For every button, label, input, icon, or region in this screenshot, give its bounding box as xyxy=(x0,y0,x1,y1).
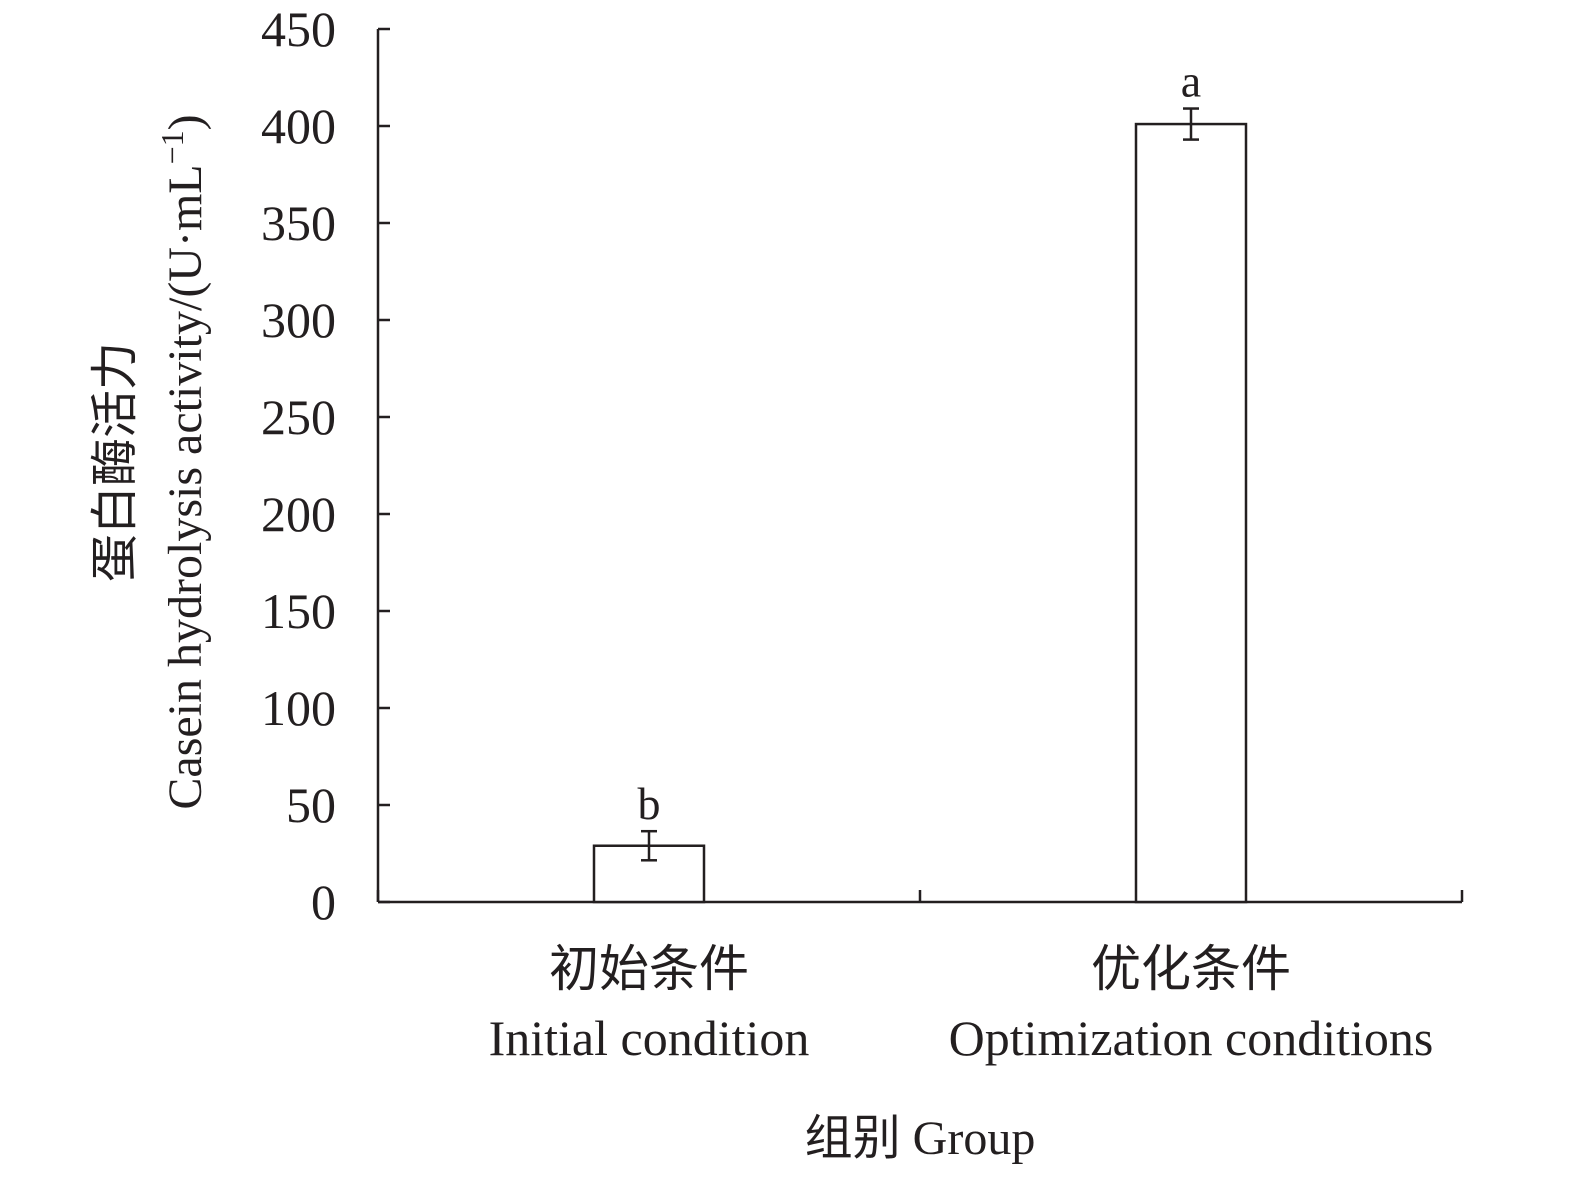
y-tick-label: 200 xyxy=(261,486,336,542)
y-axis-title-superscript: −1 xyxy=(154,130,190,164)
y-axis-title-english: Casein hydrolysis activity/(U·mL−1) xyxy=(154,114,212,809)
y-tick-label: 250 xyxy=(261,389,336,445)
y-tick-label: 50 xyxy=(286,777,336,833)
significance-label: b xyxy=(638,778,661,829)
y-tick-label: 100 xyxy=(261,680,336,736)
x-axis-title: 组别 Group xyxy=(805,1112,1036,1165)
category-label-english: Optimization conditions xyxy=(949,1010,1434,1066)
y-axis-title-chinese: 蛋白酶活力 xyxy=(89,342,142,582)
y-axis-title-close: ) xyxy=(159,114,212,130)
category-label-chinese: 初始条件 xyxy=(549,941,749,997)
y-tick-label: 400 xyxy=(261,98,336,154)
x-axis xyxy=(376,890,1464,904)
bars: ba xyxy=(592,56,1248,904)
y-axis-title-main: Casein hydrolysis activity/(U·mL xyxy=(159,164,212,809)
y-axis: 0 50 100 150 200 250 300 350 400 450 xyxy=(261,1,390,930)
category-label-english: Initial condition xyxy=(489,1010,810,1066)
significance-label: a xyxy=(1181,56,1201,107)
bar xyxy=(1134,122,1248,904)
y-tick-label: 350 xyxy=(261,195,336,251)
y-tick-label: 450 xyxy=(261,1,336,57)
y-tick-label: 300 xyxy=(261,292,336,348)
y-tick-label: 0 xyxy=(311,874,336,930)
y-tick-label: 150 xyxy=(261,583,336,639)
category-label-chinese: 优化条件 xyxy=(1091,941,1291,997)
category-labels: 初始条件 Initial condition 优化条件 Optimization co… xyxy=(489,941,1434,1066)
